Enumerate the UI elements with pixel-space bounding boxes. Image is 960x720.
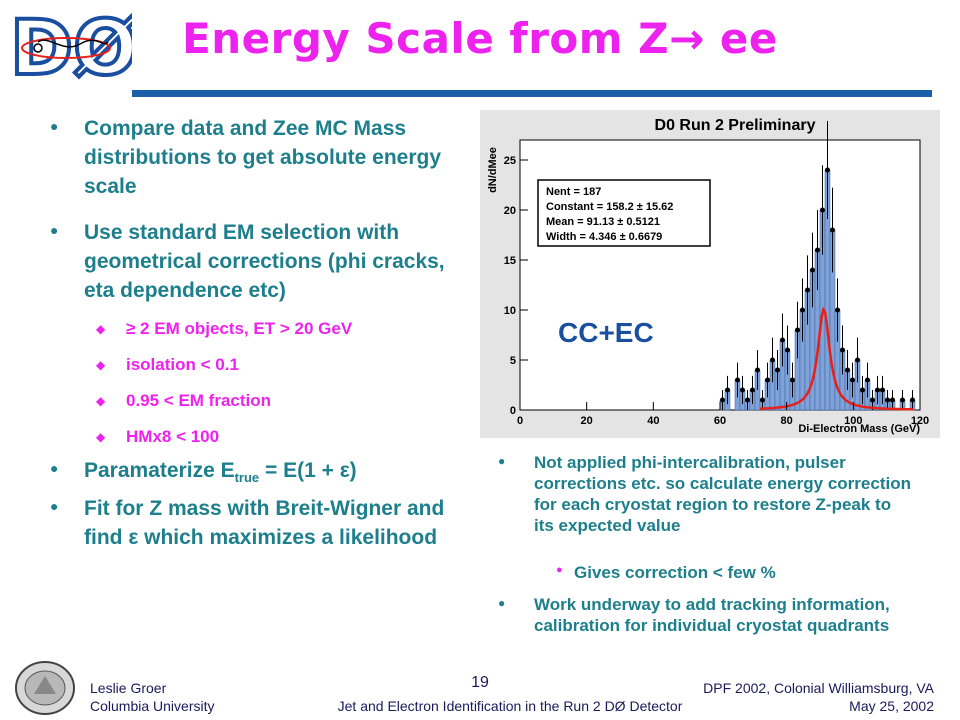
data-point (720, 397, 725, 403)
left-bullet-3: Paramaterize Etrue = E(1 + ε) (84, 456, 456, 492)
data-point (825, 167, 830, 173)
stats-line: Nent = 187 (546, 186, 601, 198)
b3-pre: Paramaterize E (84, 459, 235, 482)
y-axis-label: dN/dMee (487, 147, 499, 193)
data-point (745, 397, 750, 403)
data-point (735, 377, 740, 383)
data-point (765, 377, 770, 383)
data-point (810, 267, 815, 273)
data-point (835, 307, 840, 313)
data-point (725, 387, 730, 393)
data-point (890, 397, 895, 403)
data-point (760, 397, 765, 403)
data-point (900, 397, 905, 403)
y-tick-label: 15 (504, 255, 516, 267)
bullet-icon: ● (498, 454, 506, 468)
data-point (875, 387, 880, 393)
y-tick-label: 10 (504, 305, 516, 317)
y-tick-label: 5 (510, 355, 516, 367)
cc-ec-annotation: CC+EC (558, 317, 654, 348)
bullet-icon: ● (50, 460, 59, 476)
stats-line: Width = 4.346 ± 0.6679 (546, 231, 662, 243)
data-point (855, 357, 860, 363)
data-point (780, 337, 785, 343)
bullet-icon: ● (50, 498, 59, 514)
stats-line: Mean = 91.13 ± 0.5121 (546, 216, 660, 228)
left-sub-3: 0.95 < EM fraction (126, 391, 272, 410)
mass-histogram: D0 Run 2 Preliminary 0 20 40 60 80 100 120 0 5 1… (480, 110, 940, 438)
university-seal-icon (15, 661, 75, 715)
right-bullet-2: Work underway to add tracking informatio… (534, 595, 890, 635)
footer-talk-title: Jet and Electron Identification in the R… (337, 698, 683, 714)
y-tick-label: 0 (510, 405, 516, 417)
data-point (885, 397, 890, 403)
bullet-icon: ● (50, 118, 59, 134)
footer-conference: DPF 2002, Colonial Williamsburg, VA (703, 680, 934, 696)
x-tick-label: 80 (781, 415, 793, 427)
data-point (845, 367, 850, 373)
data-point (840, 347, 845, 353)
x-tick-label: 40 (647, 415, 659, 427)
data-point (865, 377, 870, 383)
data-point (790, 377, 795, 383)
chart-title: D0 Run 2 Preliminary (655, 117, 816, 134)
bullet-icon: ● (556, 564, 563, 576)
footer-date: May 25, 2002 (849, 698, 934, 714)
right-sub-1: Gives correction < few % (574, 563, 776, 582)
diamond-bullet-icon: ◆ (96, 430, 106, 444)
left-sub-1: ≥ 2 EM objects, ET > 20 GeV (126, 319, 353, 338)
footer-author: Leslie Groer (90, 680, 167, 696)
fit-curve (759, 306, 914, 411)
data-point (830, 227, 835, 233)
diamond-bullet-icon: ◆ (96, 358, 106, 372)
data-point (910, 397, 915, 403)
data-point (770, 357, 775, 363)
left-bullet-1: Compare data and Zee MC Mass distributio… (84, 117, 442, 198)
title-rule (132, 90, 932, 97)
title-arrow-icon: → (669, 14, 705, 63)
data-point (820, 207, 825, 213)
left-sub-4: HMx8 < 100 (126, 427, 220, 446)
data-point (880, 387, 885, 393)
x-tick-label: 0 (517, 415, 523, 427)
x-tick-label: 100 (844, 415, 862, 427)
x-tick-label: 120 (911, 415, 929, 427)
data-point (800, 307, 805, 313)
data-point (870, 397, 875, 403)
diamond-bullet-icon: ◆ (96, 322, 106, 336)
data-point (775, 367, 780, 373)
b3-post: = E(1 + ε) (259, 459, 357, 482)
footer-institution: Columbia University (90, 698, 215, 714)
x-tick-label: 20 (581, 415, 593, 427)
b3-sub: true (234, 470, 260, 486)
x-tick-label: 60 (714, 415, 726, 427)
stats-box (537, 179, 711, 247)
stats-line: Constant = 158.2 ± 15.62 (546, 201, 673, 213)
data-point (850, 377, 855, 383)
right-bullet-1: Not applied phi-intercalibration, pulser… (534, 453, 911, 535)
data-point (750, 387, 755, 393)
left-bullet-2: Use standard EM selection with geometric… (84, 221, 445, 302)
bullet-icon: ● (50, 222, 59, 238)
left-bullet-4: Fit for Z mass with Breit-Wigner and fin… (84, 497, 445, 549)
left-sub-2: isolation < 0.1 (126, 355, 239, 374)
x-axis-label: Di-Electron Mass (GeV) (798, 423, 920, 435)
bullet-icon: ● (498, 596, 506, 610)
data-point (785, 347, 790, 353)
slide-title: Energy Scale from Z→ ee (0, 14, 960, 63)
d0-logo: DØ (8, 4, 132, 90)
data-point (805, 287, 810, 293)
y-tick-label: 20 (504, 205, 516, 217)
y-tick-label: 25 (504, 155, 516, 167)
diamond-bullet-icon: ◆ (96, 394, 106, 408)
page-number: 19 (471, 674, 489, 691)
data-point (755, 367, 760, 373)
data-point (795, 327, 800, 333)
title-tail: ee (704, 14, 778, 63)
data-point (815, 247, 820, 253)
title-main: Energy Scale from Z (182, 14, 670, 63)
data-point (740, 387, 745, 393)
data-point (860, 387, 865, 393)
